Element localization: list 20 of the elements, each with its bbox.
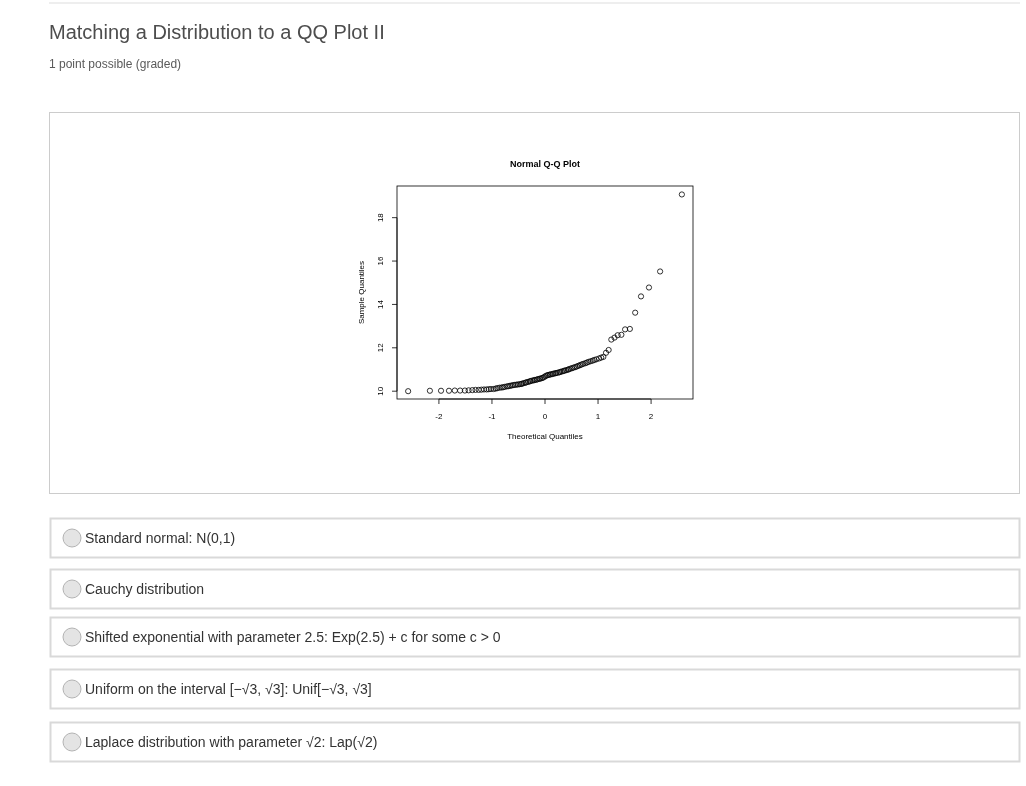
x-tick-label: 2 [648,412,654,421]
text: Cauchy distribution [85,580,205,597]
text: Standard normal: N(0,1) [85,529,236,546]
text: Laplace distribution with parameter √2: Lap(√2) [85,733,378,750]
x-axis-title: Theoretical Quantiles [507,432,583,441]
x-tick-label: 0 [542,412,548,421]
y-tick-label: 18 [376,212,385,223]
y-tick-label: 14 [376,299,385,309]
x-tick-label: -2 [435,412,444,421]
y-axis-title: Sample Quantiles [357,260,366,325]
x-tick-label: 1 [595,412,601,421]
x-tick-label: -1 [488,412,497,421]
y-tick-label: 16 [376,256,385,266]
text: Matching a Distribution to a QQ Plot II [49,21,385,43]
y-tick-label: 12 [376,342,385,353]
chart-title: Normal Q-Q Plot [509,159,581,169]
text: Shifted exponential with parameter 2.5: Exp(2.5) + c for some c > 0 [85,628,501,645]
text: Uniform on the interval [−√3, √3]: Unif[−√3, √3] [85,680,372,697]
text: 1 point possible (graded) [49,57,182,71]
y-tick-label: 10 [376,386,385,396]
